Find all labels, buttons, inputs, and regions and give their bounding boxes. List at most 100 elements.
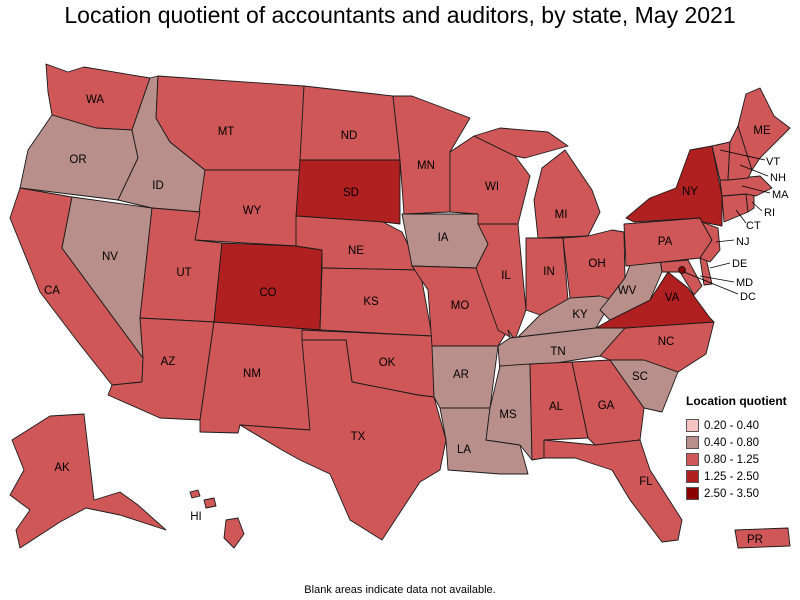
- label-CA: CA: [44, 285, 60, 297]
- label-OR: OR: [69, 154, 86, 166]
- leader-MD: [699, 275, 735, 283]
- legend-label: 1.25 - 2.50: [704, 470, 759, 483]
- legend-item: 2.50 - 3.50: [686, 485, 787, 502]
- label-MO: MO: [451, 300, 470, 312]
- legend-swatch: [686, 470, 699, 483]
- state-PR[interactable]: [734, 527, 791, 549]
- label-SC: SC: [632, 371, 648, 383]
- state-FL[interactable]: [543, 439, 683, 543]
- legend-item: 0.40 - 0.80: [686, 434, 787, 451]
- label-IA: IA: [438, 232, 449, 244]
- state-HI-3[interactable]: [189, 489, 201, 499]
- label-DE: DE: [732, 258, 747, 270]
- label-AZ: AZ: [161, 356, 176, 368]
- label-MA: MA: [772, 189, 789, 201]
- legend-label: 2.50 - 3.50: [704, 487, 759, 500]
- state-SD[interactable]: [295, 159, 401, 225]
- leader-RI: [751, 201, 763, 212]
- legend-swatch: [686, 453, 699, 466]
- label-CO: CO: [259, 287, 276, 299]
- footnote: Blank areas indicate data not available.: [304, 584, 496, 596]
- label-ME: ME: [753, 125, 771, 137]
- label-WV: WV: [618, 285, 637, 297]
- label-TX: TX: [351, 431, 366, 443]
- label-TN: TN: [550, 346, 565, 358]
- label-NY: NY: [682, 186, 698, 198]
- state-TX[interactable]: [239, 339, 447, 541]
- label-IL: IL: [501, 270, 511, 282]
- label-RI: RI: [764, 207, 775, 219]
- state-MA[interactable]: [719, 175, 773, 197]
- label-OH: OH: [588, 258, 605, 270]
- legend-label: 0.20 - 0.40: [704, 419, 759, 432]
- state-ME[interactable]: [737, 87, 791, 171]
- legend-swatch: [686, 419, 699, 432]
- leader-MA: [741, 185, 771, 194]
- label-DC: DC: [740, 291, 756, 303]
- label-MT: MT: [218, 126, 235, 138]
- state-MI-UP[interactable]: [473, 127, 569, 159]
- label-AL: AL: [549, 401, 564, 413]
- label-CT: CT: [746, 220, 761, 232]
- legend-swatch: [686, 487, 699, 500]
- label-ID: ID: [152, 180, 164, 192]
- leader-DE: [709, 262, 731, 269]
- label-PR: PR: [747, 534, 763, 546]
- label-PA: PA: [658, 236, 673, 248]
- state-NY[interactable]: [625, 145, 723, 227]
- leader-DC: [683, 271, 739, 295]
- label-MD: MD: [736, 277, 753, 289]
- state-AK[interactable]: [9, 413, 167, 549]
- label-MN: MN: [417, 160, 435, 172]
- label-VT: VT: [766, 156, 780, 168]
- label-WA: WA: [86, 94, 104, 106]
- label-AK: AK: [54, 462, 70, 474]
- state-IL[interactable]: [475, 223, 527, 341]
- label-ND: ND: [341, 130, 358, 142]
- label-NC: NC: [658, 336, 675, 348]
- leader-NH: [739, 164, 769, 177]
- leader-NJ: [715, 239, 735, 243]
- legend-label: 0.40 - 0.80: [704, 436, 759, 449]
- state-MI[interactable]: [533, 149, 601, 239]
- label-NM: NM: [243, 368, 261, 380]
- map-title: Location quotient of accountants and aud…: [64, 2, 736, 28]
- leader-VT: [719, 149, 766, 161]
- label-UT: UT: [176, 267, 191, 279]
- state-DC[interactable]: [678, 266, 686, 274]
- label-MS: MS: [499, 409, 517, 421]
- state-HI[interactable]: [223, 517, 245, 549]
- state-ND[interactable]: [299, 85, 401, 161]
- label-AR: AR: [453, 369, 469, 381]
- label-GA: GA: [598, 400, 615, 412]
- state-NJ[interactable]: [699, 221, 721, 263]
- legend-label: 0.80 - 1.25: [704, 453, 759, 466]
- label-OK: OK: [379, 357, 396, 369]
- label-HI: HI: [190, 511, 202, 523]
- label-WY: WY: [243, 205, 262, 217]
- label-NE: NE: [348, 245, 364, 257]
- legend-item: 0.20 - 0.40: [686, 417, 787, 434]
- legend: Location quotient 0.20 - 0.40 0.40 - 0.8…: [686, 394, 787, 502]
- label-KY: KY: [572, 309, 588, 321]
- label-NH: NH: [770, 172, 786, 184]
- label-VA: VA: [665, 292, 680, 304]
- state-CT[interactable]: [721, 193, 749, 223]
- label-KS: KS: [363, 296, 379, 308]
- state-HI-2[interactable]: [203, 497, 217, 509]
- label-SD: SD: [343, 187, 359, 199]
- legend-item: 1.25 - 2.50: [686, 468, 787, 485]
- label-NV: NV: [102, 251, 118, 263]
- label-WI: WI: [485, 181, 499, 193]
- leader-CT: [735, 209, 747, 224]
- label-MI: MI: [555, 209, 568, 221]
- legend-title: Location quotient: [686, 394, 787, 408]
- label-NJ: NJ: [736, 236, 749, 248]
- label-FL: FL: [639, 476, 653, 488]
- legend-swatch: [686, 436, 699, 449]
- state-NH[interactable]: [727, 125, 753, 181]
- legend-item: 0.80 - 1.25: [686, 451, 787, 468]
- label-IN: IN: [543, 266, 555, 278]
- state-NC[interactable]: [599, 321, 715, 373]
